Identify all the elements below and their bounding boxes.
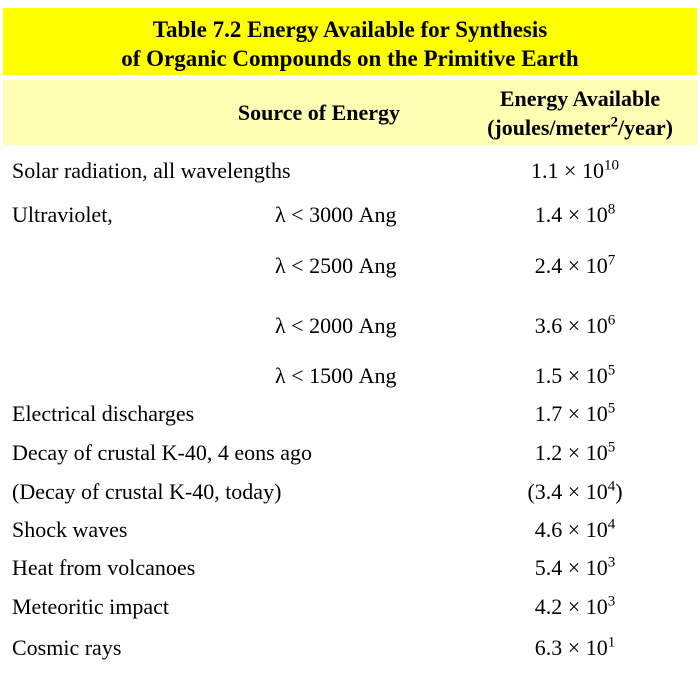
table-row: Ultraviolet, λ < 3000 Ang 1.4 × 108 (0, 193, 700, 237)
exponent: 3 (607, 593, 616, 610)
meter-squared-superscript: 2 (610, 114, 618, 131)
energy-value: 3.6 × 106 (534, 312, 616, 338)
exponent: 4 (607, 516, 616, 533)
energy-column-header-line1: Energy Available (499, 86, 661, 111)
exponent: 5 (607, 439, 616, 456)
table-row: Solar radiation, all wavelengths 1.1 × 1… (0, 149, 700, 193)
exponent: 1 (607, 634, 616, 651)
energy-value: 1.7 × 105 (534, 400, 616, 426)
table-row: λ < 1500 Ang 1.5 × 105 (0, 357, 700, 395)
energy-value: 5.4 × 103 (534, 554, 616, 580)
table-row: Electrical discharges 1.7 × 105 (0, 395, 700, 433)
energy-value: (3.4 × 104) (527, 478, 623, 504)
exponent: 6 (607, 312, 616, 329)
exponent: 7 (607, 252, 616, 269)
source-cell: Electrical discharges (12, 401, 195, 426)
table-row: λ < 2500 Ang 2.4 × 107 (0, 237, 700, 295)
wavelength-cell: λ < 3000 Ang (275, 202, 397, 227)
energy-value: 2.4 × 107 (534, 252, 616, 278)
wavelength-cell: λ < 1500 Ang (275, 363, 397, 388)
table-title-line1: Table 7.2 Energy Available for Synthesis (152, 17, 548, 42)
energy-value: 1.1 × 1010 (531, 157, 619, 183)
exponent: 10 (603, 157, 619, 174)
energy-value: 4.6 × 104 (534, 516, 616, 542)
source-cell: Meteoritic impact (12, 594, 169, 619)
energy-column-header: Energy Available (joules/meter2/year) (465, 80, 695, 142)
table-body: Solar radiation, all wavelengths 1.1 × 1… (0, 149, 700, 669)
source-column-header: Source of Energy (237, 100, 401, 125)
exponent: 3 (607, 554, 616, 571)
energy-column-header-units: (joules/meter2/year) (487, 114, 673, 140)
source-cell: Ultraviolet, (12, 202, 113, 227)
source-cell: Heat from volcanoes (12, 555, 196, 580)
table-title: Table 7.2 Energy Available for Synthesis… (3, 8, 697, 75)
source-cell: (Decay of crustal K-40, today) (12, 479, 282, 504)
exponent: 5 (607, 400, 616, 417)
exponent: 5 (607, 362, 616, 379)
source-cell: Decay of crustal K-40, 4 eons ago (12, 440, 312, 465)
wavelength-cell: λ < 2000 Ang (275, 313, 397, 338)
table-row: Decay of crustal K-40, 4 eons ago 1.2 × … (0, 433, 700, 473)
exponent: 4 (607, 478, 616, 495)
energy-value: 1.2 × 105 (534, 439, 616, 465)
column-header-band: Source of Energy Energy Available (joule… (3, 80, 697, 145)
table-title-line2: of Organic Compounds on the Primitive Ea… (121, 46, 579, 71)
table-row: Meteoritic impact 4.2 × 103 (0, 587, 700, 627)
table-row: (Decay of crustal K-40, today) (3.4 × 10… (0, 473, 700, 511)
energy-value: 1.4 × 108 (534, 201, 616, 227)
energy-value: 4.2 × 103 (534, 593, 616, 619)
wavelength-cell: λ < 2500 Ang (275, 253, 397, 278)
table-row: λ < 2000 Ang 3.6 × 106 (0, 295, 700, 357)
energy-value: 1.5 × 105 (534, 362, 616, 388)
exponent: 8 (607, 201, 616, 218)
source-cell: Solar radiation, all wavelengths (12, 158, 291, 183)
source-cell: Cosmic rays (12, 635, 122, 660)
table-row: Heat from volcanoes 5.4 × 103 (0, 549, 700, 587)
table-row: Shock waves 4.6 × 104 (0, 511, 700, 549)
energy-value: 6.3 × 101 (534, 634, 616, 660)
table-row: Cosmic rays 6.3 × 101 (0, 627, 700, 669)
source-cell: Shock waves (12, 517, 128, 542)
